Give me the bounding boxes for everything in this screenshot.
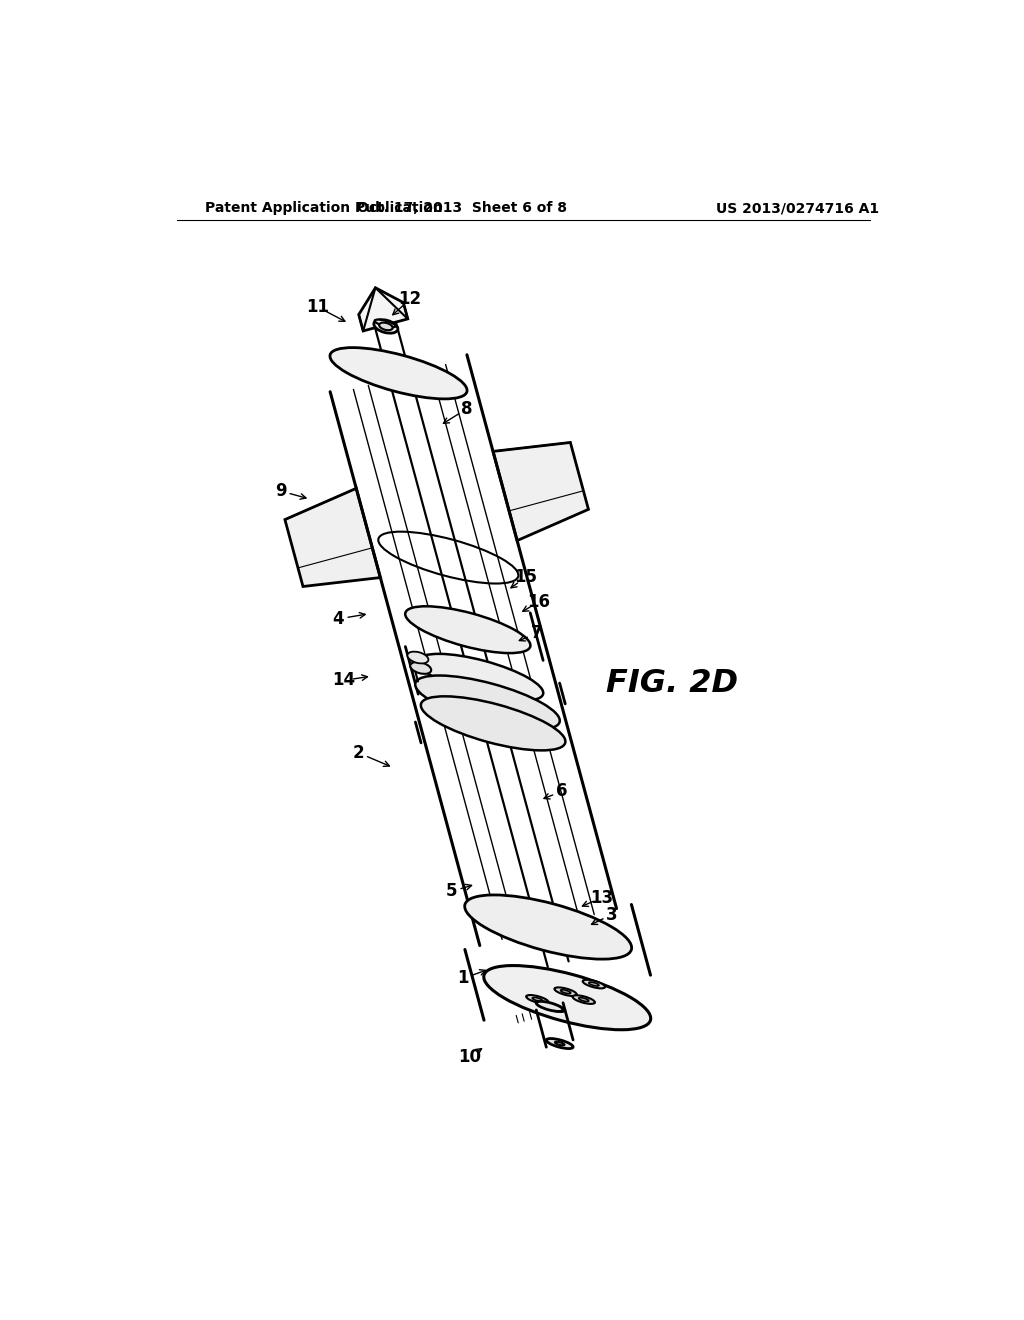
Ellipse shape <box>415 676 560 730</box>
Text: 16: 16 <box>527 593 550 611</box>
Text: 7: 7 <box>530 624 542 643</box>
Ellipse shape <box>375 319 395 327</box>
Ellipse shape <box>406 606 530 653</box>
Polygon shape <box>493 442 589 541</box>
Ellipse shape <box>526 995 549 1003</box>
Polygon shape <box>285 488 380 586</box>
Text: 3: 3 <box>606 906 617 924</box>
Text: 10: 10 <box>458 1048 481 1067</box>
Ellipse shape <box>579 998 589 1002</box>
Ellipse shape <box>537 1002 563 1011</box>
Ellipse shape <box>560 990 570 994</box>
Ellipse shape <box>532 998 543 1002</box>
Text: 6: 6 <box>556 783 567 800</box>
Text: Patent Application Publication: Patent Application Publication <box>205 202 443 215</box>
Text: 11: 11 <box>306 298 329 315</box>
Text: FIG. 2D: FIG. 2D <box>606 668 738 700</box>
Text: Oct. 17, 2013  Sheet 6 of 8: Oct. 17, 2013 Sheet 6 of 8 <box>356 202 566 215</box>
Text: 5: 5 <box>445 883 458 900</box>
Ellipse shape <box>549 1006 559 1010</box>
Text: 12: 12 <box>398 290 422 309</box>
Text: 1: 1 <box>458 969 469 987</box>
Text: 8: 8 <box>461 400 473 417</box>
Ellipse shape <box>374 319 398 333</box>
Ellipse shape <box>483 965 650 1030</box>
Ellipse shape <box>408 652 428 664</box>
Text: 13: 13 <box>590 888 613 907</box>
Polygon shape <box>358 288 408 331</box>
Ellipse shape <box>543 1003 565 1012</box>
Ellipse shape <box>546 1039 573 1048</box>
Ellipse shape <box>589 982 599 986</box>
Text: 2: 2 <box>352 744 365 762</box>
Text: 4: 4 <box>333 610 344 628</box>
Ellipse shape <box>465 895 632 960</box>
Ellipse shape <box>411 663 431 675</box>
Ellipse shape <box>554 987 577 997</box>
Ellipse shape <box>421 697 565 750</box>
Text: 15: 15 <box>514 569 537 586</box>
Text: US 2013/0274716 A1: US 2013/0274716 A1 <box>716 202 879 215</box>
Text: 14: 14 <box>332 672 355 689</box>
Ellipse shape <box>572 995 595 1005</box>
Ellipse shape <box>555 1041 564 1045</box>
Text: 9: 9 <box>274 482 287 500</box>
Ellipse shape <box>379 322 392 330</box>
Ellipse shape <box>418 653 544 701</box>
Ellipse shape <box>330 347 467 399</box>
Ellipse shape <box>583 979 605 989</box>
